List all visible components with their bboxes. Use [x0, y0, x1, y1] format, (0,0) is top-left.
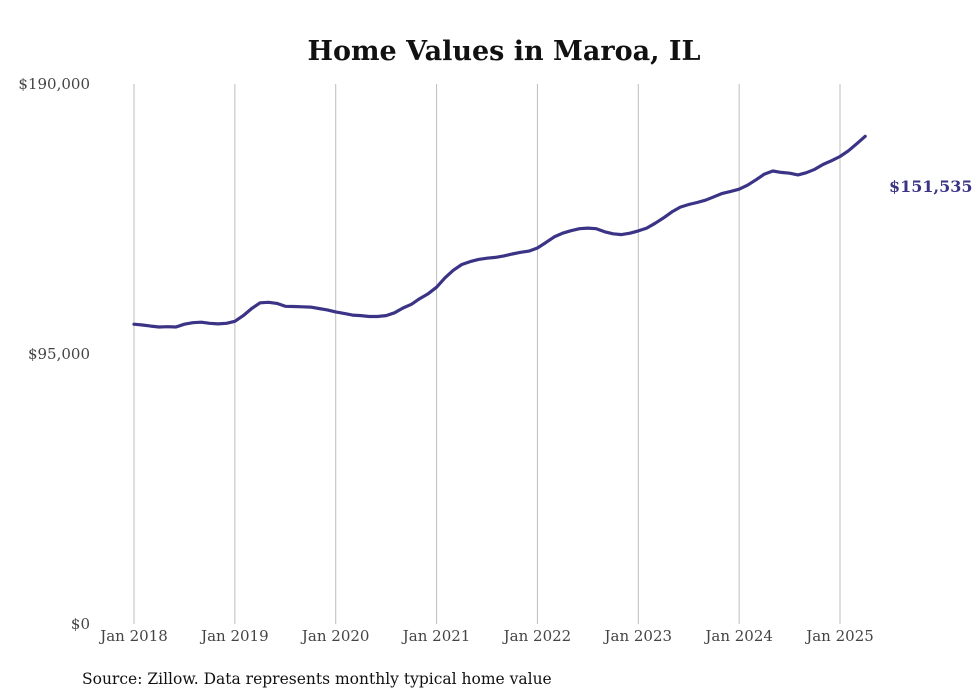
last-value-label: $151,535 — [889, 177, 973, 196]
y-tick-label: $95,000 — [28, 345, 90, 363]
x-tick-label: Jan 2018 — [98, 627, 168, 645]
home-value-line — [132, 134, 867, 329]
x-tick-label: Jan 2022 — [502, 627, 572, 645]
vertical-gridlines — [133, 84, 841, 624]
y-axis-ticks: $0 $95,000 $190,000 — [18, 75, 90, 633]
x-tick-label: Jan 2019 — [199, 627, 269, 645]
y-tick-label: $190,000 — [18, 75, 90, 93]
x-tick-label: Jan 2024 — [703, 627, 773, 645]
x-axis-ticks: Jan 2018 Jan 2019 Jan 2020 Jan 2021 Jan 2022… — [98, 627, 874, 645]
x-tick-label: Jan 2025 — [804, 627, 874, 645]
chart-title: Home Values in Maroa, IL — [307, 36, 700, 67]
source-note: Source: Zillow. Data represents monthly … — [82, 670, 552, 688]
y-tick-label: $0 — [71, 615, 90, 633]
x-tick-label: Jan 2023 — [603, 627, 673, 645]
x-tick-label: Jan 2021 — [401, 627, 471, 645]
x-tick-label: Jan 2020 — [300, 627, 370, 645]
